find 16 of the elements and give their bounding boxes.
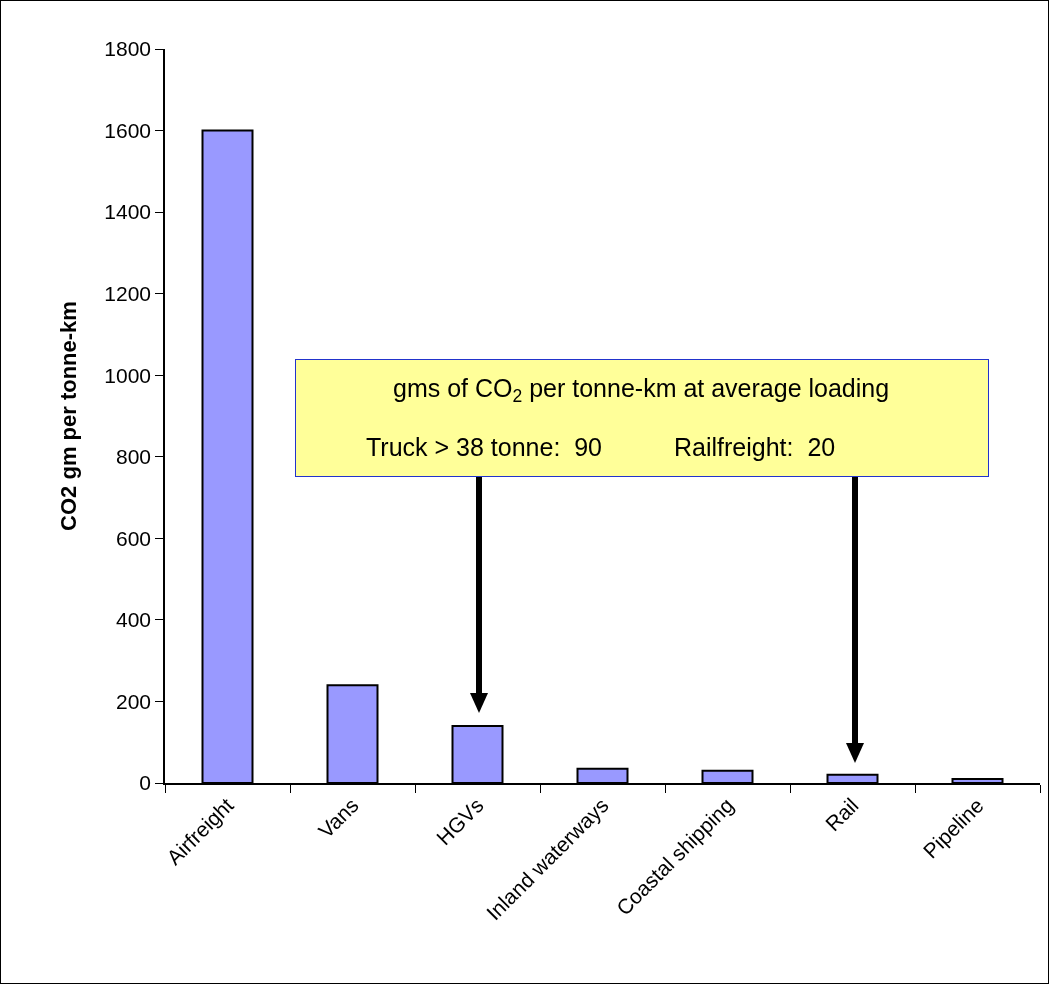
y-tick-label: 1800 [104,37,152,61]
y-tick-label: 1200 [104,282,152,306]
y-tick-label: 0 [139,771,152,795]
y-axis-title: CO2 gm per tonne-km [55,301,81,531]
y-tick-label: 200 [116,689,152,713]
y-tick-label: 1400 [104,200,152,224]
annotation: Truck > 38 tonne: 90 [366,433,603,461]
y-tick-label: 1600 [104,118,152,142]
y-tick-label: 800 [116,445,152,469]
annotation: gms of CO$_{2}$ per tonne-km at average loading [393,374,890,407]
y-tick-label: 1000 [104,363,152,387]
x-tick-label: Rail [820,793,863,836]
y-tick-label: 600 [116,526,152,550]
x-tick-label: Vans [313,793,363,843]
y-tick-label: 400 [116,608,152,632]
annotation: Railfreight: 20 [674,433,836,461]
